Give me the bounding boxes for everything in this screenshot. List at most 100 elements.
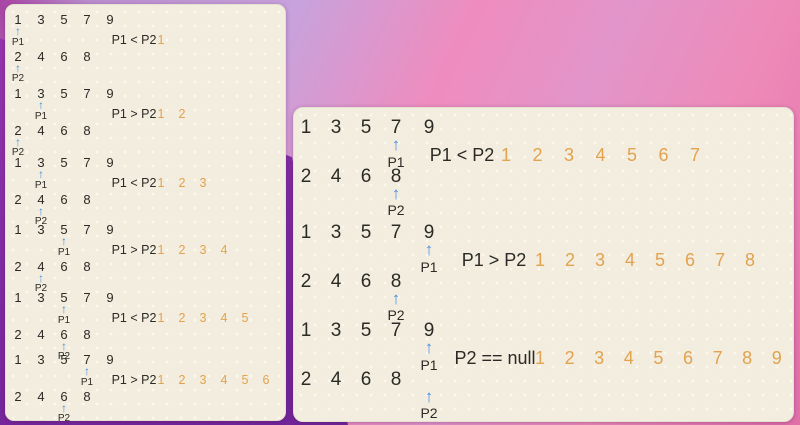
result-digit: 9 bbox=[771, 348, 782, 368]
array1-digit: 7 bbox=[83, 86, 91, 101]
p2-up-arrow-icon: ↑ bbox=[15, 61, 21, 75]
array1-digit: 3 bbox=[37, 352, 45, 367]
result-digit: 2 bbox=[564, 250, 576, 270]
result-digit: 8 bbox=[744, 250, 756, 270]
array1-digit: 3 bbox=[330, 320, 342, 341]
result-digit: 1 bbox=[157, 373, 165, 387]
array2-digit: 8 bbox=[83, 327, 91, 342]
result-digit: 4 bbox=[624, 250, 636, 270]
array2-digit: 2 bbox=[300, 166, 312, 187]
array1-digit: 7 bbox=[83, 155, 91, 170]
result-digit: 2 bbox=[178, 107, 186, 121]
result-digit: 1 bbox=[534, 348, 546, 368]
array1-digit: 7 bbox=[83, 12, 91, 27]
result-digit: 5 bbox=[241, 373, 249, 387]
comparison-text: P1 > P2 bbox=[111, 107, 157, 121]
array2-digit: 4 bbox=[37, 259, 45, 274]
array1-digit: 9 bbox=[423, 320, 435, 341]
p1-pointer-label: P1 bbox=[420, 259, 438, 275]
array1-digit: 3 bbox=[37, 290, 45, 305]
array2-digit: 8 bbox=[83, 49, 91, 64]
result-digit: 3 bbox=[594, 250, 606, 270]
array2-digit: 2 bbox=[14, 389, 22, 404]
array2-digit: 4 bbox=[330, 271, 342, 292]
p1-pointer-label: P1 bbox=[34, 111, 48, 122]
comparison-text: P1 < P2 bbox=[111, 311, 157, 325]
array1-digit: 9 bbox=[106, 86, 114, 101]
p1-pointer-label: P1 bbox=[387, 154, 405, 170]
result-digit: 3 bbox=[594, 348, 605, 368]
p2-up-arrow-icon: ↑ bbox=[15, 135, 21, 149]
p2-pointer-label: P2 bbox=[420, 405, 438, 421]
comparison-text: P1 < P2 bbox=[111, 176, 157, 190]
array2-digit: 4 bbox=[37, 123, 45, 138]
result-digit: 6 bbox=[262, 373, 270, 387]
p1-pointer-label: P1 bbox=[34, 180, 48, 191]
array2-digit: 4 bbox=[330, 166, 342, 187]
result-digit: 2 bbox=[178, 373, 186, 387]
array1-digit: 3 bbox=[37, 12, 45, 27]
p1-up-arrow-icon: ↑ bbox=[424, 338, 434, 357]
array1-digit: 9 bbox=[106, 290, 114, 305]
result-digit: 7 bbox=[714, 250, 726, 270]
result-digit: 5 bbox=[626, 145, 638, 165]
p1-pointer-label: P1 bbox=[420, 357, 438, 373]
array1-digit: 9 bbox=[106, 222, 114, 237]
right-notes-page: 1 3 5 7 9 ↑ P1 P1 < P2 1 2 3 4 5 6 7 2 4 6 8 ↑ P2 1 3 5 7 9 ↑ P1 P1 … bbox=[293, 107, 794, 422]
array2-digit: 6 bbox=[360, 166, 372, 187]
result-digit: 8 bbox=[742, 348, 753, 368]
array2-digit: 2 bbox=[14, 123, 22, 138]
array1-digit: 7 bbox=[83, 290, 91, 305]
array2-digit: 6 bbox=[60, 389, 68, 404]
array2-digit: 2 bbox=[300, 369, 312, 390]
array2-digit: 6 bbox=[60, 49, 68, 64]
array2-digit: 8 bbox=[83, 123, 91, 138]
p1-pointer-label: P1 bbox=[11, 37, 25, 48]
result-digit: 4 bbox=[595, 145, 606, 165]
array2-digit: 6 bbox=[360, 271, 372, 292]
array2-digit: 2 bbox=[14, 192, 22, 207]
array1-digit: 1 bbox=[14, 352, 22, 367]
array1-digit: 5 bbox=[60, 86, 68, 101]
array1-digit: 1 bbox=[300, 117, 312, 138]
array1-digit: 9 bbox=[106, 155, 114, 170]
array1-digit: 1 bbox=[14, 12, 22, 27]
result-digit: 6 bbox=[658, 145, 669, 165]
p1-up-arrow-icon: ↑ bbox=[61, 234, 67, 248]
array1-digit: 5 bbox=[60, 222, 68, 237]
array1-digit: 3 bbox=[37, 86, 45, 101]
p2-pointer-label: P2 bbox=[57, 351, 71, 362]
array2-digit: 8 bbox=[83, 192, 91, 207]
result-digit: 3 bbox=[199, 311, 207, 325]
p2-up-arrow-icon: ↑ bbox=[391, 289, 401, 308]
result-digit: 5 bbox=[654, 250, 666, 270]
p2-up-arrow-icon: ↑ bbox=[424, 387, 434, 406]
array2-digit: 8 bbox=[83, 259, 91, 274]
result-digit: 7 bbox=[712, 348, 723, 368]
result-digit: 1 bbox=[157, 107, 165, 121]
array1-digit: 5 bbox=[360, 320, 372, 341]
p2-pointer-label: P2 bbox=[387, 202, 405, 218]
comparison-text: P1 < P2 bbox=[429, 145, 495, 165]
array1-digit: 1 bbox=[14, 86, 22, 101]
p1-pointer-label: P1 bbox=[80, 377, 94, 388]
array2-digit: 4 bbox=[37, 49, 45, 64]
array2-digit: 2 bbox=[14, 259, 22, 274]
array2-digit: 4 bbox=[37, 192, 45, 207]
p2-pointer-label: P2 bbox=[34, 216, 48, 227]
result-digit: 2 bbox=[178, 243, 186, 257]
p2-up-arrow-icon: ↑ bbox=[61, 339, 67, 353]
array2-digit: 2 bbox=[14, 327, 22, 342]
array1-digit: 5 bbox=[60, 12, 68, 27]
p1-pointer-label: P1 bbox=[57, 247, 71, 258]
array1-digit: 1 bbox=[14, 222, 22, 237]
comparison-text: P1 < P2 bbox=[111, 33, 157, 47]
result-digit: 3 bbox=[563, 145, 575, 165]
array1-digit: 9 bbox=[106, 352, 114, 367]
result-digit: 6 bbox=[684, 250, 696, 270]
left-notes-page: 1 3 5 7 9 ↑ P1 P1 < P2 1 2 4 6 8 ↑ P2 1 3 5 7 9 ↑ P1 P1 > P2 1 2… bbox=[5, 4, 286, 424]
p2-pointer-label: P2 bbox=[387, 307, 405, 323]
p2-pointer-label: P2 bbox=[11, 147, 25, 158]
p2-up-arrow-icon: ↑ bbox=[38, 204, 44, 218]
comparison-text: P1 > P2 bbox=[461, 250, 527, 270]
